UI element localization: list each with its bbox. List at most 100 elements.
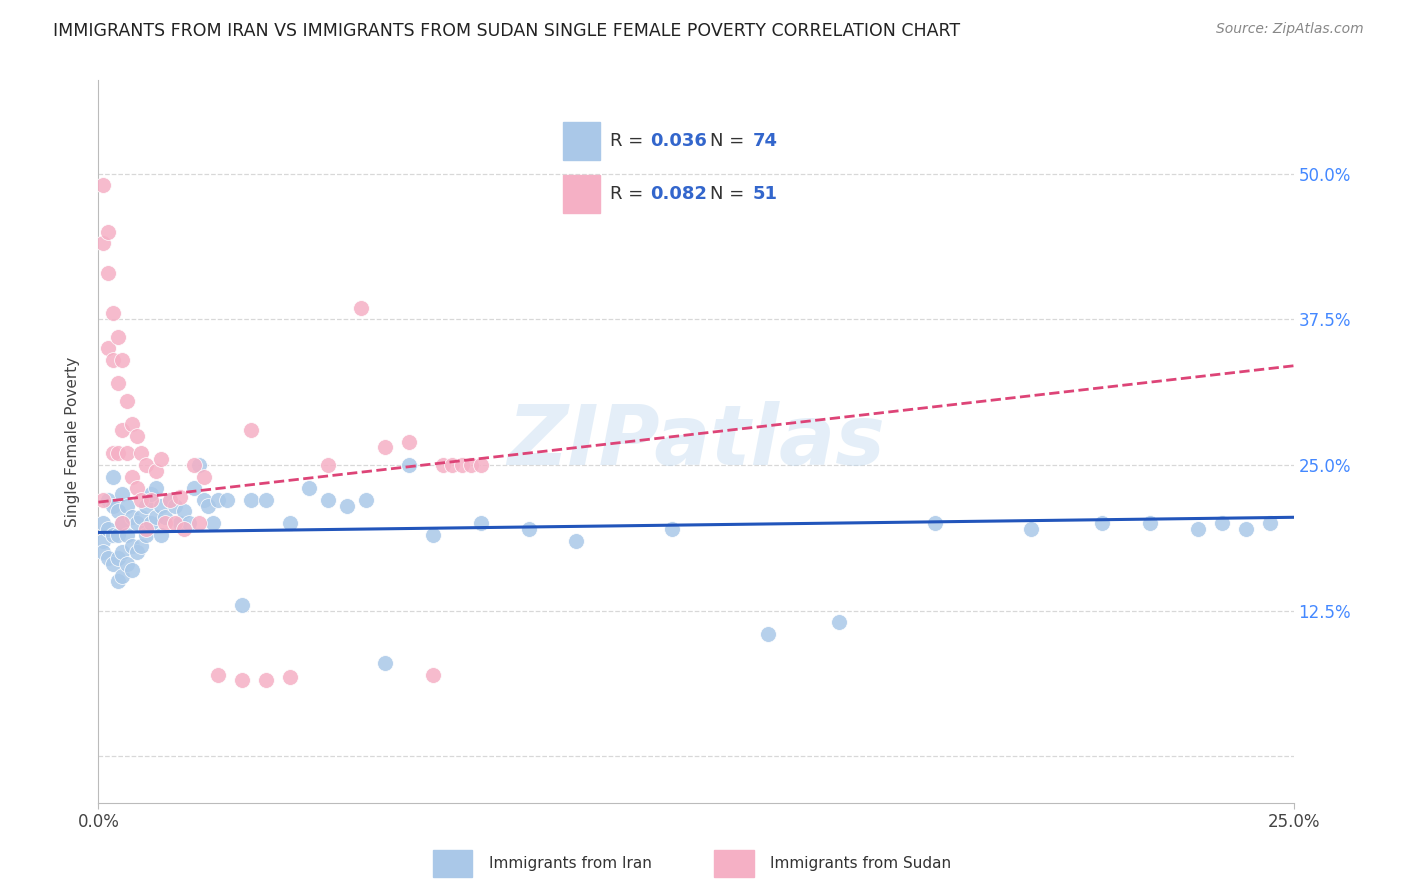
Point bbox=[107, 528, 129, 542]
Text: R =: R = bbox=[610, 185, 650, 202]
Point bbox=[254, 673, 277, 688]
Point bbox=[298, 481, 321, 495]
Point bbox=[1211, 516, 1233, 530]
Point bbox=[139, 516, 162, 530]
Point bbox=[354, 492, 377, 507]
Point bbox=[149, 452, 172, 467]
Point bbox=[828, 615, 851, 630]
Text: 74: 74 bbox=[752, 132, 778, 150]
Point bbox=[470, 458, 492, 472]
Text: 0.036: 0.036 bbox=[650, 132, 707, 150]
Point bbox=[240, 423, 263, 437]
Text: ZIPatlas: ZIPatlas bbox=[508, 401, 884, 482]
Point bbox=[97, 341, 120, 355]
Point bbox=[121, 510, 143, 524]
Bar bbox=[714, 850, 754, 877]
Text: N =: N = bbox=[710, 132, 751, 150]
Point bbox=[187, 458, 209, 472]
Point bbox=[193, 492, 215, 507]
Point bbox=[316, 458, 339, 472]
Point bbox=[91, 178, 114, 193]
Point bbox=[115, 528, 138, 542]
Point bbox=[422, 528, 444, 542]
Point bbox=[193, 469, 215, 483]
Point bbox=[145, 510, 167, 524]
Point bbox=[107, 551, 129, 566]
Point bbox=[197, 499, 219, 513]
Point bbox=[231, 598, 253, 612]
Point bbox=[145, 464, 167, 478]
Y-axis label: Single Female Poverty: Single Female Poverty bbox=[65, 357, 80, 526]
Point bbox=[155, 516, 177, 530]
Point bbox=[187, 516, 209, 530]
Point bbox=[111, 353, 134, 368]
Point bbox=[115, 393, 138, 408]
Point bbox=[155, 510, 177, 524]
Point bbox=[131, 446, 153, 460]
Point bbox=[336, 499, 359, 513]
Point bbox=[97, 522, 120, 536]
Point bbox=[101, 353, 124, 368]
Point bbox=[121, 417, 143, 431]
Point bbox=[97, 551, 120, 566]
Point bbox=[115, 499, 138, 513]
Point bbox=[91, 516, 114, 530]
Point bbox=[149, 528, 172, 542]
Point bbox=[924, 516, 946, 530]
Point bbox=[163, 499, 186, 513]
Point bbox=[111, 516, 134, 530]
Point bbox=[97, 225, 120, 239]
Point bbox=[135, 522, 157, 536]
Point bbox=[125, 516, 148, 530]
Point bbox=[661, 522, 683, 536]
Point bbox=[101, 557, 124, 571]
Point bbox=[183, 481, 205, 495]
Point bbox=[139, 492, 162, 507]
Bar bbox=[433, 850, 472, 877]
Text: 51: 51 bbox=[752, 185, 778, 202]
Point bbox=[254, 492, 277, 507]
Point bbox=[517, 522, 540, 536]
Point bbox=[470, 516, 492, 530]
Point bbox=[278, 516, 301, 530]
Point bbox=[107, 446, 129, 460]
Bar bbox=[562, 122, 600, 160]
Point bbox=[316, 492, 339, 507]
Point bbox=[207, 492, 229, 507]
Point bbox=[183, 458, 205, 472]
Point bbox=[231, 673, 253, 688]
Point bbox=[111, 423, 134, 437]
Point bbox=[163, 516, 186, 530]
Point bbox=[91, 236, 114, 251]
Point bbox=[115, 446, 138, 460]
Point bbox=[145, 481, 167, 495]
Point bbox=[125, 481, 148, 495]
Point bbox=[131, 492, 153, 507]
Point bbox=[374, 656, 396, 670]
Point bbox=[135, 499, 157, 513]
Point bbox=[278, 670, 301, 684]
Point bbox=[149, 499, 172, 513]
Point bbox=[91, 492, 114, 507]
Point bbox=[450, 458, 472, 472]
Point bbox=[121, 540, 143, 554]
Point bbox=[135, 528, 157, 542]
Text: Source: ZipAtlas.com: Source: ZipAtlas.com bbox=[1216, 22, 1364, 37]
Point bbox=[125, 428, 148, 442]
Point bbox=[432, 458, 454, 472]
Point bbox=[169, 491, 191, 505]
Point bbox=[111, 516, 134, 530]
Point bbox=[756, 627, 779, 641]
Point bbox=[1258, 516, 1281, 530]
Point bbox=[107, 376, 129, 391]
Point bbox=[350, 301, 373, 315]
Point bbox=[107, 329, 129, 343]
Point bbox=[97, 492, 120, 507]
Point bbox=[217, 492, 239, 507]
Point bbox=[131, 540, 153, 554]
Point bbox=[97, 266, 120, 280]
Point bbox=[169, 516, 191, 530]
Point bbox=[91, 545, 114, 559]
Text: R =: R = bbox=[610, 132, 650, 150]
Text: IMMIGRANTS FROM IRAN VS IMMIGRANTS FROM SUDAN SINGLE FEMALE POVERTY CORRELATION : IMMIGRANTS FROM IRAN VS IMMIGRANTS FROM … bbox=[53, 22, 960, 40]
